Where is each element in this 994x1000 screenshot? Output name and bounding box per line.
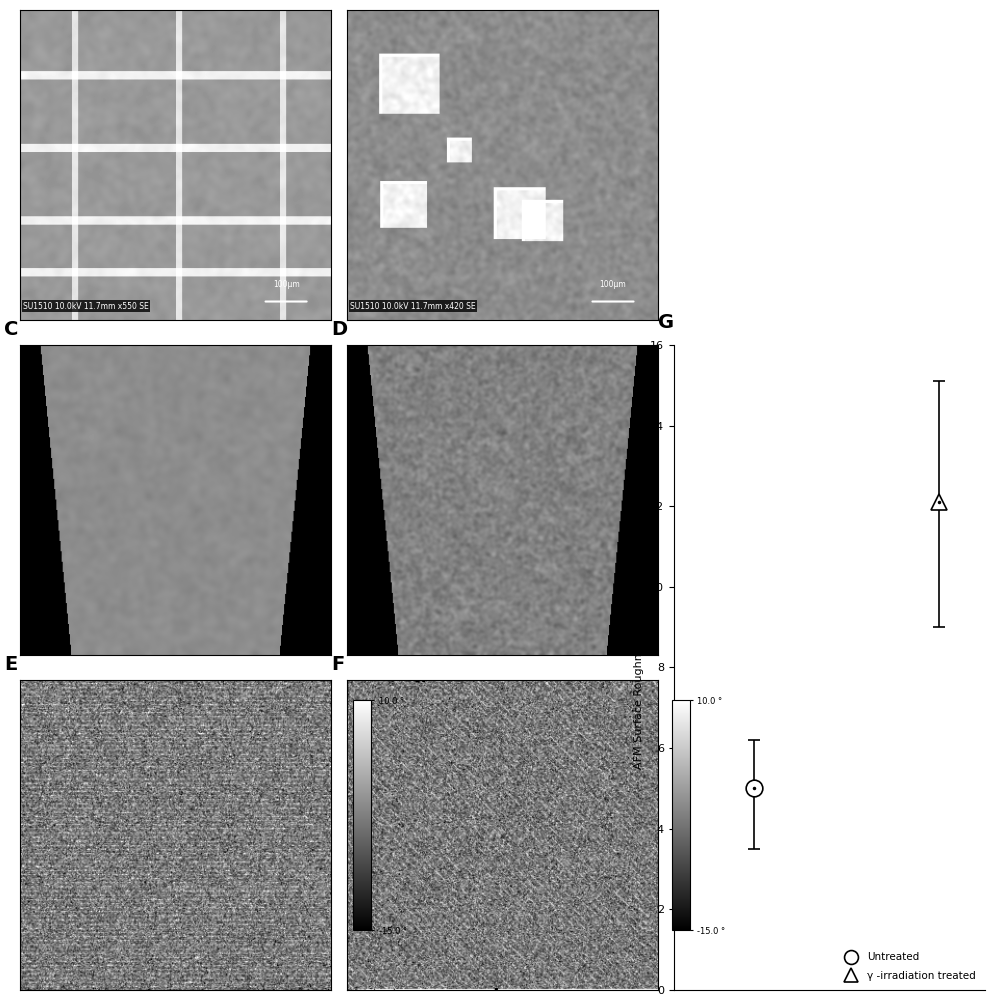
Text: C: C bbox=[4, 320, 19, 339]
Y-axis label: AFM Surface Roughness Factor (nm): AFM Surface Roughness Factor (nm) bbox=[633, 566, 644, 769]
Text: A: A bbox=[4, 0, 20, 4]
Text: SU1510 10.0kV 11.7mm x550 SE: SU1510 10.0kV 11.7mm x550 SE bbox=[23, 302, 149, 311]
Text: B: B bbox=[331, 0, 346, 4]
Text: E: E bbox=[4, 655, 18, 674]
Text: 100μm: 100μm bbox=[599, 280, 626, 289]
Text: G: G bbox=[657, 313, 674, 332]
Text: D: D bbox=[331, 320, 347, 339]
Text: 100μm: 100μm bbox=[272, 280, 299, 289]
Text: F: F bbox=[331, 655, 344, 674]
Legend: Untreated, γ -irradiation treated: Untreated, γ -irradiation treated bbox=[836, 948, 979, 985]
Text: SU1510 10.0kV 11.7mm x420 SE: SU1510 10.0kV 11.7mm x420 SE bbox=[350, 302, 475, 311]
